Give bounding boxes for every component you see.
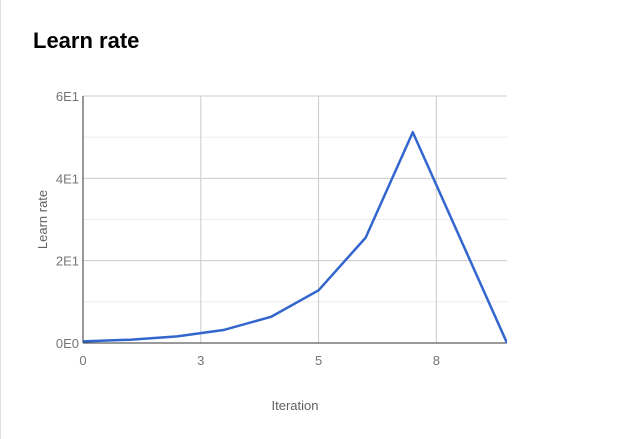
series-group — [83, 130, 507, 344]
y-tick-label: 6E1 — [56, 89, 79, 104]
x-tick-label: 5 — [315, 353, 322, 368]
x-axis-ticks: 0 3 5 8 — [79, 353, 440, 368]
chart-title: Learn rate — [33, 28, 140, 53]
y-tick-label: 4E1 — [56, 171, 79, 186]
x-tick-label: 8 — [433, 353, 440, 368]
y-axis-label: Learn rate — [35, 190, 50, 249]
grid — [83, 95, 507, 343]
x-axis-label: Iteration — [272, 398, 319, 413]
y-tick-label: 2E1 — [56, 254, 79, 269]
x-tick-label: 3 — [197, 353, 204, 368]
series-line — [83, 130, 507, 344]
y-tick-label: 0E0 — [56, 336, 79, 351]
y-axis-ticks: 0E0 2E1 4E1 6E1 — [56, 89, 79, 351]
x-tick-label: 0 — [79, 353, 86, 368]
